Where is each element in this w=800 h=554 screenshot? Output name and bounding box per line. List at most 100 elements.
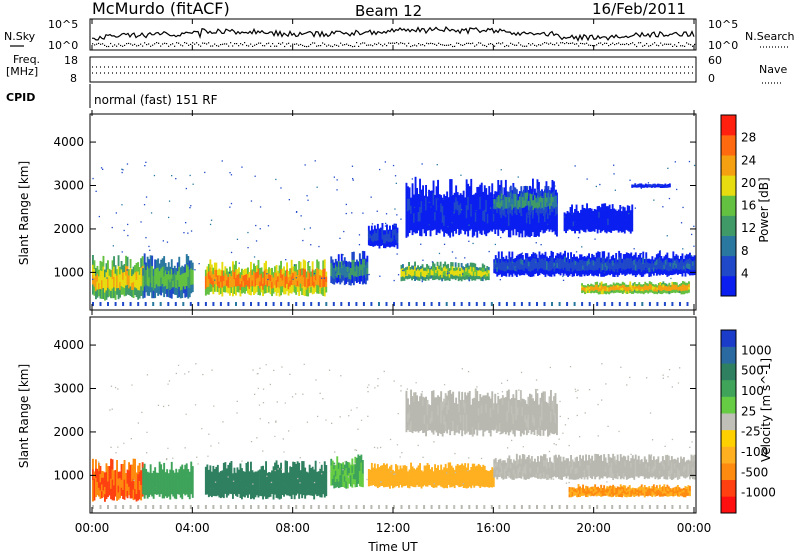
heatmap-cell bbox=[314, 280, 317, 287]
heatmap-cell bbox=[655, 259, 658, 266]
heatmap-cell bbox=[345, 467, 348, 475]
heatmap-cell bbox=[210, 477, 213, 485]
heatmap-speckle bbox=[659, 250, 661, 252]
heatmap-cell bbox=[593, 291, 596, 294]
n-search-point bbox=[420, 44, 422, 46]
heatmap-cell bbox=[429, 275, 431, 279]
heatmap-cell bbox=[570, 252, 572, 258]
heatmap-cell bbox=[417, 221, 420, 231]
heatmap-cell bbox=[521, 470, 524, 477]
heatmap-cell bbox=[502, 261, 505, 267]
heatmap-cell bbox=[655, 184, 658, 186]
heatmap-cell bbox=[505, 191, 508, 198]
heatmap-cell bbox=[673, 269, 676, 275]
heatmap-cell bbox=[598, 211, 601, 218]
heatmap-cell bbox=[395, 464, 397, 470]
heatmap-cell bbox=[529, 468, 532, 473]
heatmap-cell bbox=[432, 390, 435, 402]
heatmap-cell bbox=[222, 275, 225, 282]
heatmap-cell bbox=[414, 275, 416, 281]
heatmap-cell bbox=[509, 468, 512, 474]
heatmap-cell bbox=[448, 268, 451, 272]
n-search-point bbox=[378, 42, 380, 44]
heatmap-cell bbox=[380, 227, 382, 233]
heatmap-cell bbox=[580, 214, 582, 220]
heatmap-cell bbox=[524, 464, 527, 470]
heatmap-cell bbox=[595, 264, 598, 271]
n-search-point bbox=[380, 43, 382, 46]
heatmap-cell bbox=[534, 458, 536, 464]
heatmap-cell bbox=[465, 404, 468, 415]
heatmap-cell bbox=[464, 475, 467, 482]
heatmap-cell bbox=[562, 270, 565, 276]
heatmap-cell bbox=[248, 277, 251, 284]
heatmap-cell bbox=[444, 261, 447, 267]
heatmap-speckle bbox=[460, 209, 463, 211]
heatmap-cell bbox=[453, 192, 456, 203]
heatmap-cell bbox=[671, 290, 674, 293]
heatmap-cell bbox=[416, 199, 418, 211]
heatmap-cell bbox=[466, 263, 469, 268]
heatmap-cell bbox=[555, 466, 557, 472]
heatmap-cell bbox=[114, 489, 117, 497]
heatmap-cell bbox=[242, 471, 245, 478]
heatmap-cell bbox=[585, 265, 587, 271]
heatmap-cell bbox=[563, 212, 566, 218]
heatmap-cell bbox=[417, 476, 420, 482]
n-search-point bbox=[234, 43, 236, 45]
heatmap-speckle bbox=[613, 173, 615, 175]
heatmap-cell bbox=[398, 478, 400, 484]
heatmap-cell bbox=[148, 268, 151, 278]
heatmap-cell bbox=[566, 211, 569, 217]
heatmap-speckle bbox=[594, 238, 596, 240]
n-search-point bbox=[672, 45, 674, 47]
heatmap-cell bbox=[645, 290, 648, 293]
heatmap-cell bbox=[610, 209, 613, 216]
heatmap-cell bbox=[607, 252, 610, 259]
heatmap-cell bbox=[632, 186, 635, 188]
heatmap-cell bbox=[428, 474, 430, 480]
heatmap-cell bbox=[257, 490, 260, 498]
heatmap-speckle bbox=[586, 178, 588, 180]
heatmap-cell bbox=[637, 259, 640, 265]
heatmap-cell bbox=[693, 255, 696, 261]
heatmap-cell bbox=[158, 278, 161, 287]
n-search-point bbox=[166, 43, 168, 45]
heatmap-cell bbox=[662, 184, 665, 186]
heatmap-cell bbox=[248, 477, 251, 483]
heatmap-cell bbox=[652, 184, 655, 186]
heatmap-cell bbox=[131, 481, 133, 490]
heatmap-cell bbox=[489, 211, 492, 222]
heatmap-cell bbox=[538, 209, 540, 224]
heatmap-cell bbox=[207, 476, 210, 484]
heatmap-cell bbox=[527, 256, 530, 262]
heatmap-cell bbox=[426, 204, 429, 214]
heatmap-cell bbox=[266, 275, 269, 282]
n-search-point bbox=[114, 44, 116, 46]
heatmap-cell bbox=[574, 221, 576, 228]
heatmap-cell bbox=[178, 475, 181, 483]
n-search-point bbox=[280, 43, 282, 45]
heatmap-cell bbox=[400, 268, 403, 274]
heatmap-cell bbox=[623, 207, 626, 215]
heatmap-cell bbox=[210, 284, 213, 292]
heatmap-cell bbox=[278, 265, 281, 274]
heatmap-cell bbox=[511, 209, 514, 216]
heatmap-cell bbox=[245, 274, 248, 280]
heatmap-cell bbox=[323, 286, 326, 297]
heatmap-cell bbox=[611, 210, 614, 218]
heatmap-cell bbox=[641, 288, 644, 292]
heatmap-cell bbox=[638, 185, 641, 187]
heatmap-cell bbox=[620, 288, 623, 291]
heatmap-cell bbox=[651, 283, 654, 287]
heatmap-cell bbox=[504, 406, 507, 416]
heatmap-cell bbox=[611, 284, 614, 287]
heatmap-cell bbox=[372, 480, 375, 485]
heatmap-speckle bbox=[121, 251, 123, 253]
heatmap-cell bbox=[462, 482, 465, 488]
heatmap-cell bbox=[636, 286, 639, 289]
heatmap-speckle bbox=[230, 251, 233, 254]
heatmap-cell bbox=[500, 470, 503, 475]
heatmap-cell bbox=[380, 470, 382, 476]
